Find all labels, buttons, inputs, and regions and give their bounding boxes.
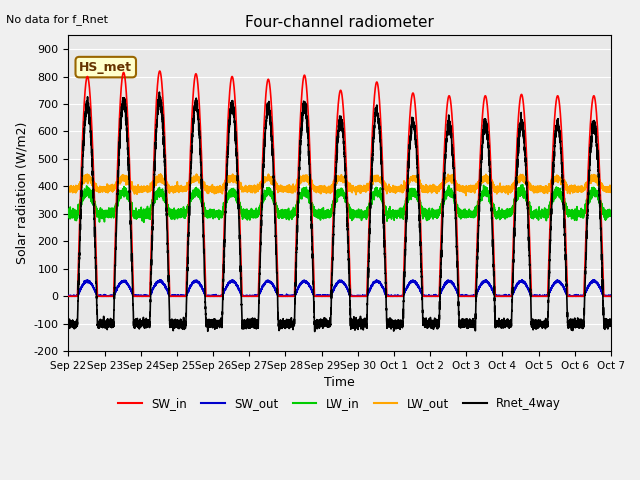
Title: Four-channel radiometer: Four-channel radiometer [245,15,434,30]
Text: HS_met: HS_met [79,60,132,73]
Text: No data for f_Rnet: No data for f_Rnet [6,14,108,25]
Legend: SW_in, SW_out, LW_in, LW_out, Rnet_4way: SW_in, SW_out, LW_in, LW_out, Rnet_4way [113,392,566,415]
Y-axis label: Solar radiation (W/m2): Solar radiation (W/m2) [15,122,28,264]
X-axis label: Time: Time [324,376,355,389]
